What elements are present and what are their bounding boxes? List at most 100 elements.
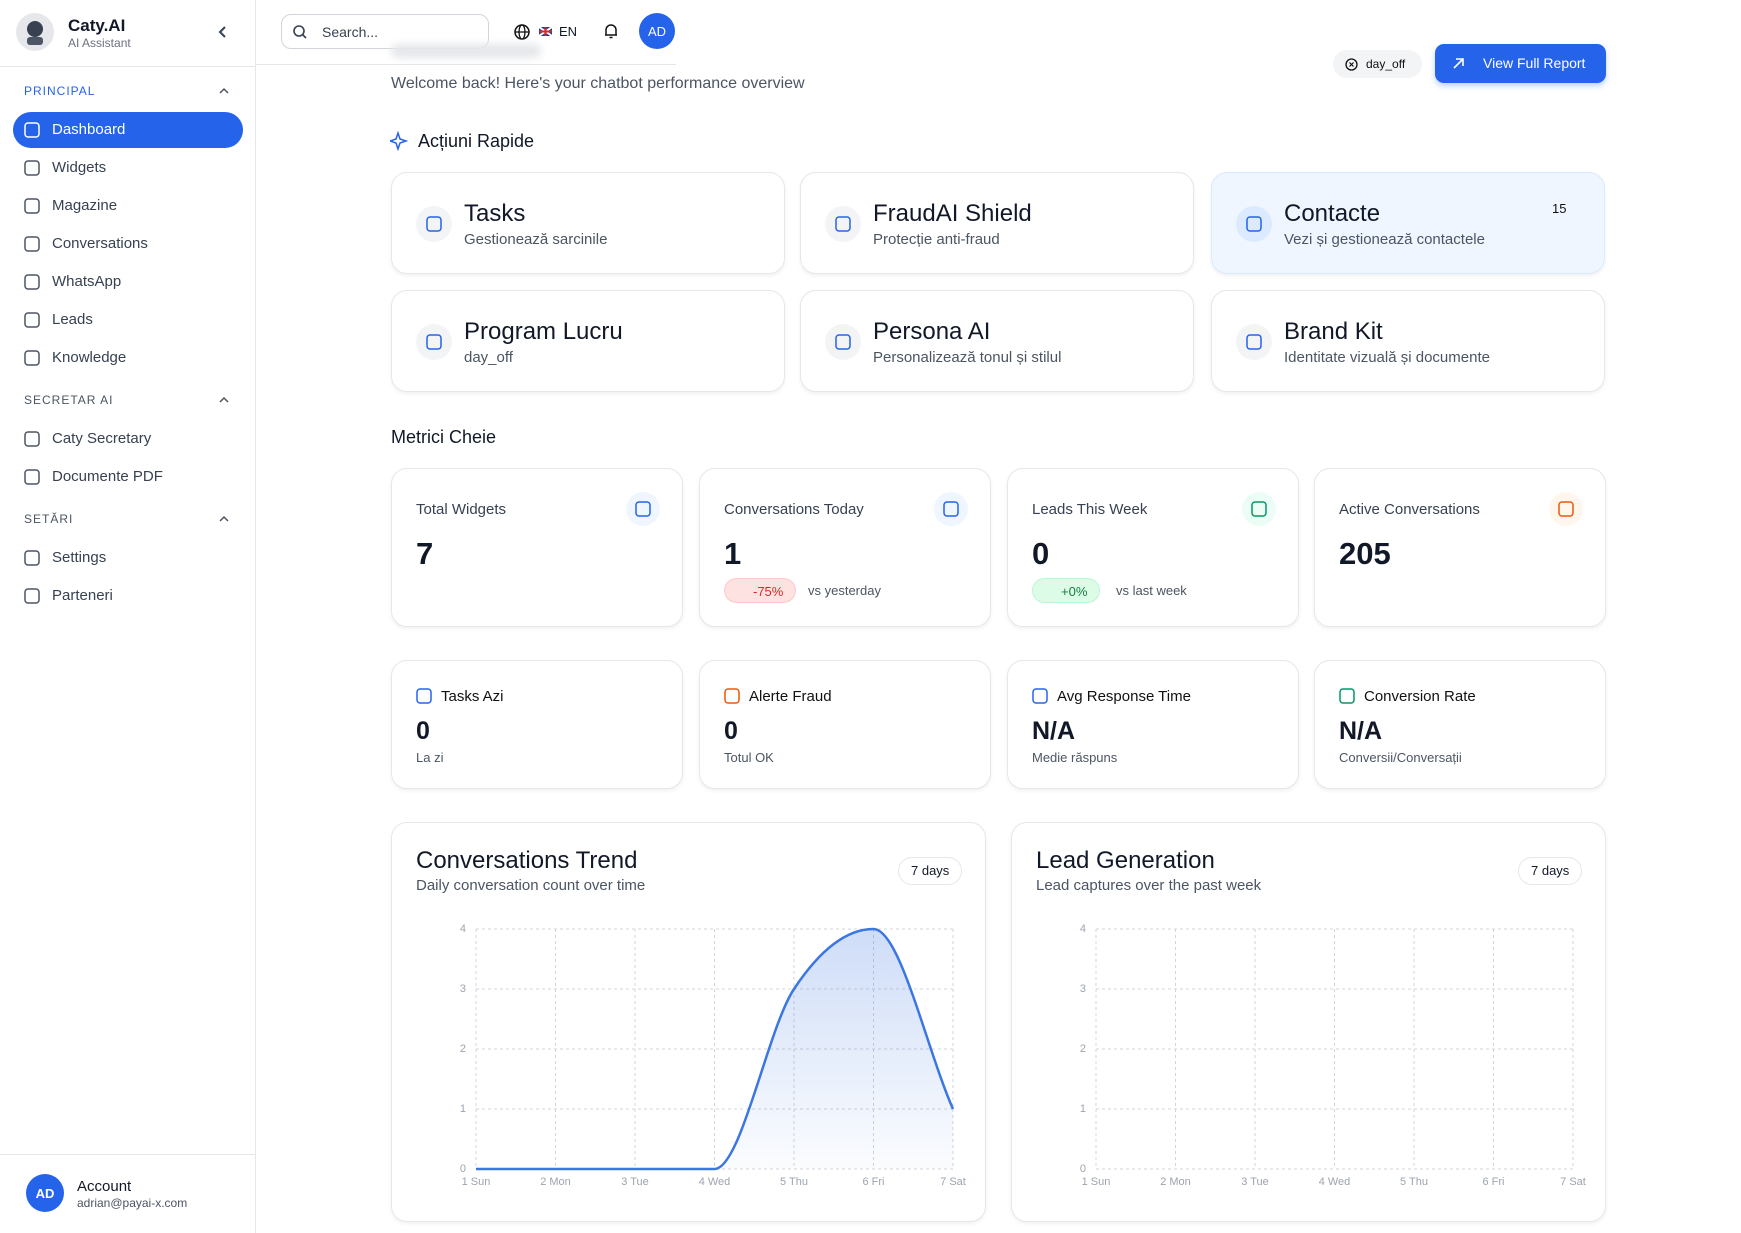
stat-value: 0 [724, 717, 738, 745]
action-icon-bg [825, 324, 861, 360]
x-tick-label: 7 Sat [1560, 1176, 1586, 1188]
action-icon [426, 216, 442, 232]
action-subtitle: Vezi și gestionează contactele [1284, 231, 1485, 248]
nav-item[interactable]: Caty Secretary [52, 430, 152, 447]
metric-card: Total Widgets 7 [391, 468, 683, 627]
stat-card: Avg Response Time N/A Medie răspuns [1007, 660, 1299, 789]
icon-shape [1032, 688, 1048, 704]
nav-item[interactable]: Parteneri [52, 587, 113, 604]
nav-item[interactable]: Dashboard [52, 121, 126, 138]
section-header[interactable]: PRINCIPAL [24, 84, 96, 98]
action-card[interactable]: FraudAI Shield Protecție anti-fraud [800, 172, 1194, 274]
x-tick-label: 2 Mon [540, 1176, 571, 1188]
range-badge[interactable]: 7 days [898, 857, 963, 885]
stat-label: Alerte Fraud [749, 688, 832, 705]
action-icon [835, 334, 851, 350]
stat-icon [1339, 688, 1355, 704]
divider [0, 1154, 255, 1155]
action-card[interactable]: Tasks Gestionează sarcinile [391, 172, 785, 274]
nav-item[interactable]: Leads [52, 311, 93, 328]
nav-item[interactable]: Magazine [52, 197, 118, 214]
page-subtitle: Welcome back! Here's your chatbot perfor… [391, 75, 805, 92]
x-tick-label: 1 Sun [1082, 1176, 1111, 1188]
logo [16, 13, 54, 51]
range-badge[interactable]: 7 days [1518, 857, 1583, 885]
action-icon [835, 216, 851, 232]
y-tick-label: 1 [460, 1103, 466, 1115]
area [476, 929, 953, 1169]
nav-item[interactable]: Widgets [52, 159, 107, 176]
action-card[interactable]: Persona AI Personalizează tonul și stilul [800, 290, 1194, 392]
chart-subtitle: Lead captures over the past week [1036, 877, 1262, 894]
metric-comparison: vs yesterday [808, 583, 881, 598]
icon-shape [1246, 216, 1262, 232]
account-label[interactable]: Account [77, 1178, 132, 1195]
line [476, 927, 955, 1171]
language[interactable]: EN [559, 24, 578, 39]
nav-icon [24, 588, 40, 604]
nav-icon [24, 122, 40, 138]
account-avatar[interactable]: AD [26, 1174, 64, 1212]
search-placeholder: Search... [322, 24, 379, 40]
nav-item[interactable]: Documente PDF [52, 468, 163, 485]
action-title: Persona AI [873, 318, 991, 345]
y-tick-label: 3 [1080, 983, 1086, 995]
x-tick-label: 5 Thu [780, 1176, 808, 1188]
metric-card: Leads This Week 0 +0% vs last week [1007, 468, 1299, 627]
metric-value: 0 [1032, 536, 1050, 571]
y-tick-label: 0 [460, 1163, 466, 1175]
action-badge: 15 [1552, 201, 1567, 216]
icon-shape [1558, 501, 1574, 517]
nav-item[interactable]: Conversations [52, 235, 148, 252]
icon-shape [416, 688, 432, 704]
view-report-label: View Full Report [1483, 55, 1586, 71]
section-header[interactable]: SECRETAR AI [24, 393, 114, 407]
stat-card: Alerte Fraud 0 Totul OK [699, 660, 991, 789]
section-title: Acțiuni Rapide [418, 131, 535, 151]
stat-note: La zi [416, 750, 444, 765]
status-pill[interactable]: day_off [1333, 50, 1422, 78]
stat-label: Avg Response Time [1057, 688, 1191, 705]
section-header[interactable]: SETĂRI [24, 512, 74, 526]
section-chevron [219, 87, 229, 94]
action-card[interactable]: Program Lucru day_off [391, 290, 785, 392]
icon-shape [24, 198, 40, 214]
nav-item[interactable]: Settings [52, 549, 107, 566]
x-tick-label: 5 Thu [1400, 1176, 1428, 1188]
icon-shape [24, 350, 40, 366]
action-card[interactable]: Contacte Vezi și gestionează contactele 15 [1211, 172, 1605, 274]
icon-shape [635, 501, 651, 517]
bell-icon[interactable] [602, 22, 620, 40]
stat-value: N/A [1339, 717, 1383, 745]
stat-label: Tasks Azi [441, 688, 504, 705]
chevron [219, 515, 229, 522]
icon-shape [24, 122, 40, 138]
y-tick-label: 4 [460, 923, 466, 935]
globe-icon[interactable] [513, 23, 531, 41]
tagline: AI Assistant [68, 36, 131, 50]
metric-icon-bg [1242, 492, 1276, 526]
metric-icon [1251, 501, 1267, 517]
nav-item[interactable]: Knowledge [52, 349, 127, 366]
nav-icon [24, 431, 40, 447]
status-icon [1345, 58, 1358, 71]
view-report-button[interactable]: View Full Report [1435, 44, 1606, 83]
nav-item[interactable]: WhatsApp [52, 273, 122, 290]
sparkle-icon [390, 131, 409, 151]
x-tick-label: 2 Mon [1160, 1176, 1191, 1188]
user-avatar[interactable]: AD [639, 13, 675, 49]
metric-value: 205 [1339, 536, 1391, 571]
action-card[interactable]: Brand Kit Identitate vizuală și documente [1211, 290, 1605, 392]
icon-shape [1246, 334, 1262, 350]
chart-title: Lead Generation [1036, 847, 1215, 874]
metric-icon-bg [1549, 492, 1583, 526]
search-box[interactable]: Search... [281, 14, 489, 49]
stat-icon [416, 688, 432, 704]
icon-shape [24, 431, 40, 447]
icon-shape [426, 334, 442, 350]
y-tick-label: 3 [460, 983, 466, 995]
section-title: Metrici Cheie [391, 427, 497, 447]
collapse-button[interactable] [215, 24, 231, 40]
y-tick-label: 2 [1080, 1043, 1086, 1055]
